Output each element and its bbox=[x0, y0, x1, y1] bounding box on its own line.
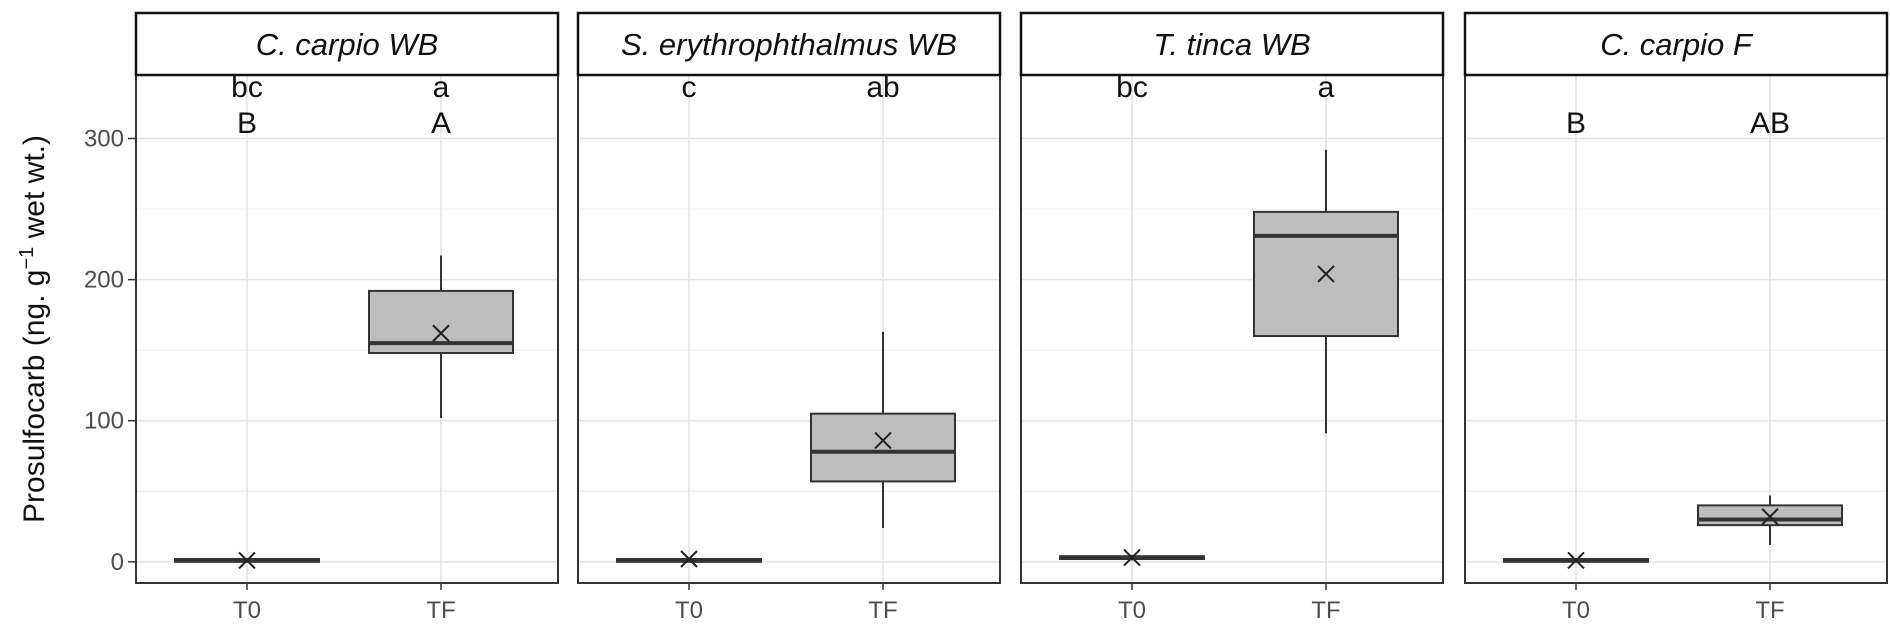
x-tick-label: TF bbox=[1755, 597, 1784, 624]
x-tick-label: TF bbox=[426, 597, 455, 624]
y-tick-label: 0 bbox=[111, 549, 124, 576]
facet-strip bbox=[576, 11, 1002, 77]
panel-background bbox=[1465, 75, 1887, 583]
y-axis-title-main: Prosulfocarb (ng. g bbox=[18, 270, 51, 523]
mean-marker bbox=[1567, 551, 1585, 570]
y-axis-title: Prosulfocarb (ng. g−1 wet wt.) bbox=[16, 135, 51, 523]
mean-marker bbox=[238, 551, 256, 570]
mean-marker bbox=[1123, 548, 1141, 567]
significance-letter: AB bbox=[1750, 107, 1790, 140]
significance-letter: bc bbox=[1116, 71, 1148, 104]
facet-strip bbox=[134, 11, 560, 77]
significance-letter: ab bbox=[866, 71, 899, 104]
significance-letter: bc bbox=[231, 71, 263, 104]
y-tick-label: 100 bbox=[84, 408, 124, 435]
significance-letter: B bbox=[237, 107, 257, 140]
x-tick-label: TF bbox=[1311, 597, 1340, 624]
panel-background bbox=[578, 75, 1000, 583]
x-tick-label: T0 bbox=[1562, 597, 1590, 624]
significance-letter: c bbox=[682, 71, 697, 104]
facet-panel: B T0 AB TF C. carpio F bbox=[1463, 11, 1889, 624]
x-tick-label: TF bbox=[868, 597, 897, 624]
y-tick-label: 200 bbox=[84, 267, 124, 294]
facet-strip-label: C. carpio F bbox=[1600, 27, 1754, 62]
mean-marker bbox=[432, 324, 450, 342]
significance-letter: A bbox=[431, 107, 451, 140]
y-axis-title-superscript: −1 bbox=[16, 247, 38, 270]
facet-strip-label: T. tinca WB bbox=[1153, 27, 1310, 62]
box-iqr bbox=[810, 412, 956, 483]
facet-panel: bcB T0 aA TF C. carpio WB bbox=[134, 11, 560, 624]
x-tick-label: T0 bbox=[1118, 597, 1146, 624]
x-tick-label: T0 bbox=[675, 597, 703, 624]
x-tick-label: T0 bbox=[233, 597, 261, 624]
significance-letter: B bbox=[1566, 107, 1586, 140]
facet-panel: bc T0 a TF T. tinca WB bbox=[1019, 11, 1445, 624]
y-axis-title-suffix: wet wt.) bbox=[18, 135, 51, 247]
facet-strip-label: S. erythrophthalmus WB bbox=[621, 27, 957, 62]
mean-marker bbox=[1761, 507, 1779, 526]
facet-strip bbox=[1019, 11, 1445, 77]
facet-strip bbox=[1463, 11, 1889, 77]
facet-panel: c T0 ab TF S. erythrophthalmus WB bbox=[576, 11, 1002, 624]
mean-marker bbox=[874, 431, 892, 450]
facet-strip-label: C. carpio WB bbox=[256, 27, 439, 62]
mean-marker bbox=[1317, 265, 1335, 283]
significance-letter: a bbox=[1318, 71, 1335, 104]
mean-marker bbox=[680, 550, 698, 568]
y-tick-label: 300 bbox=[84, 126, 124, 153]
significance-letter: a bbox=[433, 71, 450, 104]
